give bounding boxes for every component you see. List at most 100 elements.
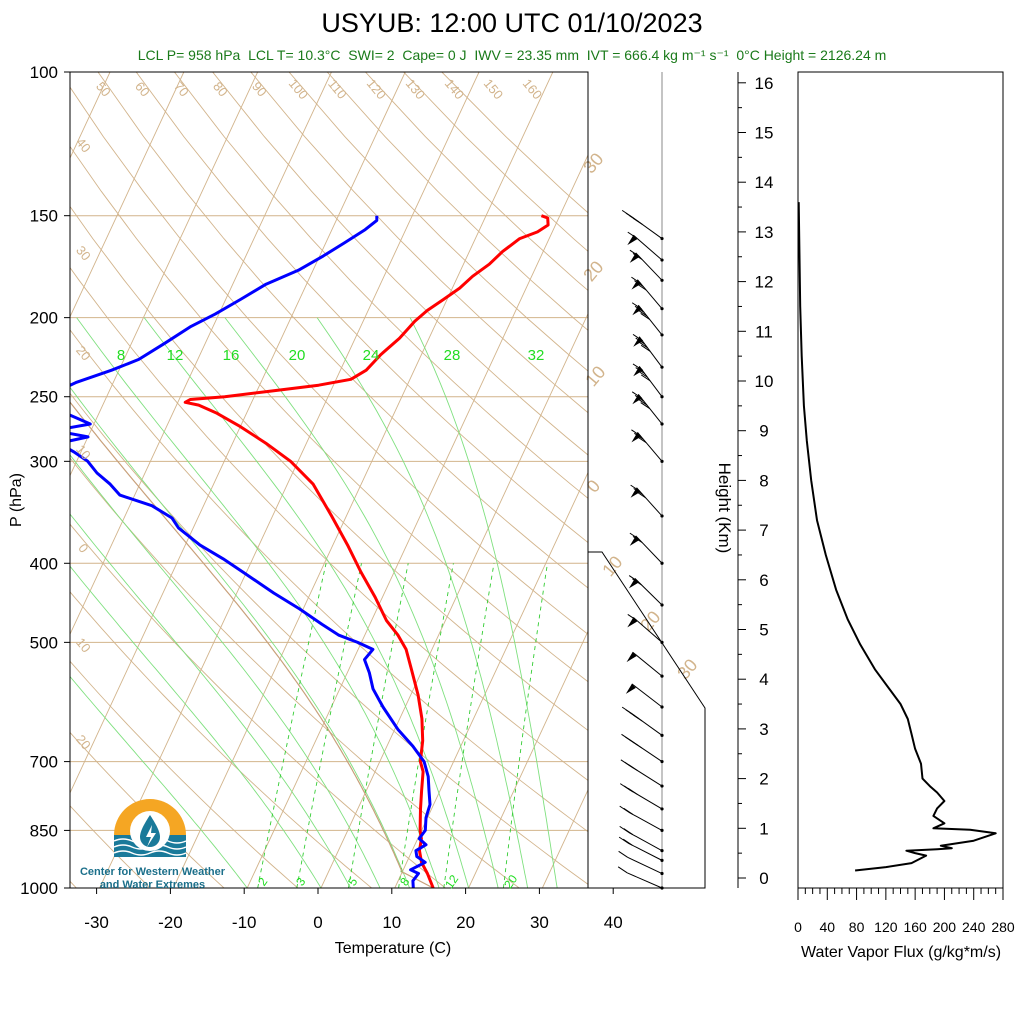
pressure-tick-label: 200	[30, 309, 58, 328]
moist-adiabat-label: 12	[167, 347, 184, 364]
wind-barb	[630, 484, 664, 518]
wind-barb-flag	[634, 394, 645, 402]
wind-barb-dot	[660, 365, 664, 369]
height-tick-label: 8	[759, 471, 768, 490]
wind-barb-shaft	[632, 234, 663, 261]
wind-barb-flag	[628, 764, 638, 772]
wind-barb-flag	[631, 391, 642, 399]
isotherm-side-label: 20	[73, 343, 94, 364]
dry-adiabat-line	[326, 72, 588, 331]
wind-barb-dot	[660, 278, 664, 282]
wind-barb-pennant	[627, 617, 638, 628]
dry-adiabat-line	[70, 591, 372, 888]
cape-label: Cape= 0 J	[402, 47, 467, 63]
swi-label: SWI= 2	[348, 47, 395, 63]
temperature-tick-label: -20	[158, 913, 183, 932]
dry-adiabat-line	[250, 72, 588, 414]
dry-adiabat-line	[97, 72, 588, 589]
wind-barb	[619, 805, 664, 833]
ivt-label: IVT = 666.4 kg m⁻¹ s⁻¹	[586, 47, 729, 63]
dry-adiabat-line	[70, 523, 446, 888]
wind-barb-dot	[660, 514, 664, 518]
height-tick-label: 2	[759, 770, 768, 789]
wind-barb-shaft	[637, 304, 663, 336]
moist-adiabat-line	[70, 454, 381, 888]
wind-barb-flag	[637, 436, 647, 444]
flux-line	[797, 202, 997, 872]
isotherm-line	[246, 154, 588, 888]
dry-adiabat-line	[70, 660, 299, 888]
pressure-tick-label: 100	[30, 63, 58, 82]
isotherm-right-label: 30	[673, 655, 701, 683]
wind-barb-dot	[660, 561, 664, 565]
dry-adiabat-label: 110	[325, 76, 350, 102]
wind-barb-flag	[632, 536, 643, 543]
barb-panel-outline	[587, 72, 706, 889]
moist-adiabat-line	[409, 317, 558, 888]
lcl-t-label: LCL T= 10.3°C	[248, 47, 341, 63]
wind-barb	[631, 391, 664, 426]
wind-barb-dot	[660, 258, 664, 262]
moist-adiabat-label: 16	[223, 347, 240, 364]
wind-barb-dot	[660, 760, 664, 764]
height-tick-label: 14	[755, 173, 774, 192]
height-tick-label: 0	[759, 869, 768, 888]
moist-adiabat-label: 24	[363, 347, 380, 364]
isotherm-right-label: 10	[598, 552, 626, 580]
dry-adiabat-line	[0, 72, 3, 888]
wind-barb-dot	[660, 849, 664, 853]
wind-barb-shaft	[638, 336, 663, 368]
height-tick-label: 10	[755, 372, 774, 391]
dry-adiabat-label: 90	[249, 79, 270, 100]
parcel-path	[70, 401, 434, 888]
height-tick-label: 7	[759, 521, 768, 540]
wind-barb-dot	[660, 333, 664, 337]
wind-barb-dot	[660, 395, 664, 399]
mixing-ratio-line	[348, 563, 409, 888]
wind-barb-flag	[640, 313, 650, 320]
wind-barb-dot	[660, 828, 664, 833]
moist-adiabat-line	[70, 513, 351, 888]
dry-adiabat-label: 80	[210, 79, 231, 100]
wind-barb	[629, 532, 664, 565]
pressure-tick-label: 500	[30, 633, 58, 652]
wind-barb-shaft	[628, 811, 663, 831]
wind-barb-dot	[660, 733, 664, 737]
dry-adiabat-line	[135, 72, 588, 544]
wind-barb-flag	[634, 280, 644, 288]
flux-axis-label: Water Vapor Flux (g/kg*m/s)	[801, 944, 1001, 961]
wind-barb-flag	[635, 337, 645, 345]
wind-barb-dot	[660, 705, 664, 709]
wind-barb-pennant	[625, 683, 636, 694]
dry-adiabat-label: 120	[364, 76, 389, 102]
wind-barb-flag	[634, 305, 645, 313]
wind-barb-flag	[637, 309, 648, 317]
isotherm-line	[70, 72, 406, 795]
wind-barb-flag	[631, 302, 642, 310]
wind-barb	[620, 759, 664, 788]
moist-adiabat-line	[70, 386, 411, 888]
wind-barb-dot	[660, 236, 664, 241]
dry-adiabat-label: 60	[132, 79, 153, 100]
chart-title: USYUB: 12:00 UTC 01/10/2023	[321, 8, 703, 38]
y-axis-label: P (hPa)	[8, 473, 25, 527]
wind-barb-flag	[627, 787, 638, 795]
moist-adiabat-line	[224, 317, 499, 888]
height-tick-label: 9	[759, 422, 768, 441]
pressure-tick-label: 250	[30, 388, 58, 407]
temperature-tick-label: 30	[530, 913, 549, 932]
pressure-tick-label: 400	[30, 554, 58, 573]
dry-adiabat-line	[288, 72, 588, 372]
isotherm-side-label: 40	[73, 135, 94, 156]
wind-barb-flag	[632, 741, 643, 749]
skew-layers	[0, 72, 1024, 888]
dry-adiabat-label: 140	[442, 76, 467, 102]
dewpoint-line	[70, 215, 432, 888]
isotherm-line	[764, 72, 1024, 888]
water-drop-icon	[113, 799, 187, 857]
dry-adiabat-line	[212, 72, 588, 456]
wind-barb-flag	[630, 484, 640, 492]
wind-barb-flag	[627, 614, 638, 621]
wind-barb-shaft	[635, 535, 663, 564]
temperature-tick-label: -10	[232, 913, 257, 932]
